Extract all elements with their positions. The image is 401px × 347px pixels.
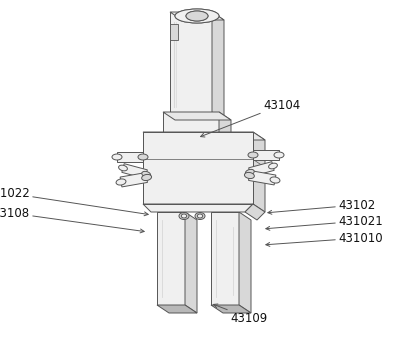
Ellipse shape xyxy=(247,152,257,158)
Ellipse shape xyxy=(269,177,279,183)
Ellipse shape xyxy=(273,152,283,158)
Ellipse shape xyxy=(112,154,122,160)
Ellipse shape xyxy=(174,9,219,23)
Ellipse shape xyxy=(178,212,188,220)
Ellipse shape xyxy=(245,169,253,175)
Text: 43108: 43108 xyxy=(0,206,144,233)
Polygon shape xyxy=(239,212,250,313)
Polygon shape xyxy=(120,172,147,187)
Polygon shape xyxy=(248,171,275,185)
Ellipse shape xyxy=(197,214,202,218)
Ellipse shape xyxy=(116,179,126,185)
Polygon shape xyxy=(117,152,143,162)
Ellipse shape xyxy=(186,11,207,21)
Text: 431022: 431022 xyxy=(0,186,148,216)
Bar xyxy=(170,12,211,112)
Polygon shape xyxy=(122,164,147,179)
Ellipse shape xyxy=(181,214,186,218)
Ellipse shape xyxy=(194,212,205,220)
Bar xyxy=(170,24,178,40)
Polygon shape xyxy=(252,150,278,160)
Text: 43102: 43102 xyxy=(267,198,374,214)
Ellipse shape xyxy=(141,175,151,180)
Ellipse shape xyxy=(244,172,254,179)
Bar xyxy=(157,212,184,305)
Polygon shape xyxy=(244,204,264,220)
Polygon shape xyxy=(162,112,231,120)
Ellipse shape xyxy=(142,171,150,177)
Text: 43104: 43104 xyxy=(200,99,300,137)
Ellipse shape xyxy=(118,165,127,171)
Text: 431021: 431021 xyxy=(265,214,382,230)
Polygon shape xyxy=(219,112,231,140)
Polygon shape xyxy=(252,132,264,212)
Ellipse shape xyxy=(268,163,277,169)
Polygon shape xyxy=(143,132,264,140)
Polygon shape xyxy=(143,204,252,212)
Text: 431010: 431010 xyxy=(265,231,382,246)
Text: 43109: 43109 xyxy=(213,304,267,324)
Polygon shape xyxy=(248,162,273,177)
Bar xyxy=(143,132,252,204)
Bar xyxy=(211,212,239,305)
Bar xyxy=(143,132,252,204)
Polygon shape xyxy=(157,305,196,313)
Ellipse shape xyxy=(174,9,219,23)
Polygon shape xyxy=(211,305,250,313)
Polygon shape xyxy=(184,212,196,313)
Ellipse shape xyxy=(186,11,207,21)
Ellipse shape xyxy=(138,154,148,160)
Polygon shape xyxy=(211,12,223,120)
Bar xyxy=(162,112,219,132)
Polygon shape xyxy=(170,12,223,20)
